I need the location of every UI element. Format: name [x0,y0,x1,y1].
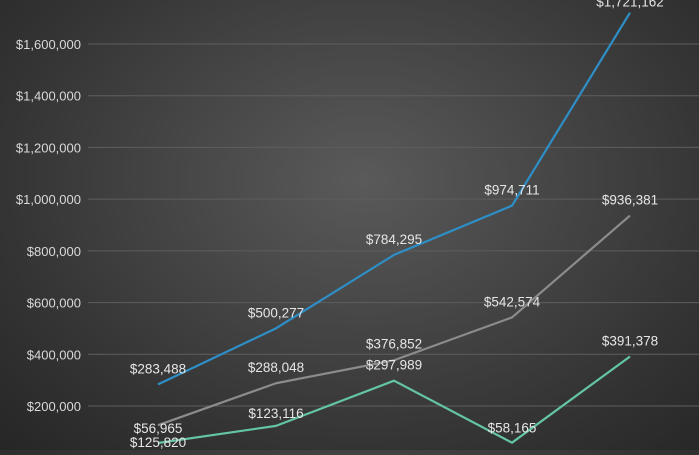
data-label: $125,820 [130,435,186,450]
y-axis-tick-labels: $200,000 $400,000 $600,000 $800,000 $1,000,0… [16,37,81,414]
y-tick-label: $1,400,000 [16,89,81,104]
y-tick-label: $400,000 [27,347,81,362]
data-label: $283,488 [130,361,186,376]
data-label: $1,721,162 [596,0,664,10]
data-label: $936,381 [602,193,658,208]
data-label: $58,165 [488,421,537,436]
series-line-2 [158,216,630,426]
data-label: $288,048 [248,360,304,375]
series-line-1 [158,13,630,385]
y-tick-label: $200,000 [27,399,81,414]
y-tick-label: $1,200,000 [16,140,81,155]
y-tick-label: $1,600,000 [16,37,81,52]
data-label: $123,116 [248,406,303,421]
gridlines [88,44,699,406]
data-label: $376,852 [366,336,422,351]
y-tick-label: $1,000,000 [16,192,81,207]
series-lines [158,13,630,444]
data-label: $542,574 [484,294,541,309]
data-label: $500,277 [248,305,304,320]
y-tick-label: $600,000 [27,296,81,311]
y-tick-label: $800,000 [27,244,81,259]
data-label: $391,378 [602,334,658,349]
data-label: $56,965 [134,421,183,436]
data-label: $974,711 [484,183,539,198]
data-label: $297,989 [366,358,422,373]
data-label: $784,295 [366,232,422,247]
